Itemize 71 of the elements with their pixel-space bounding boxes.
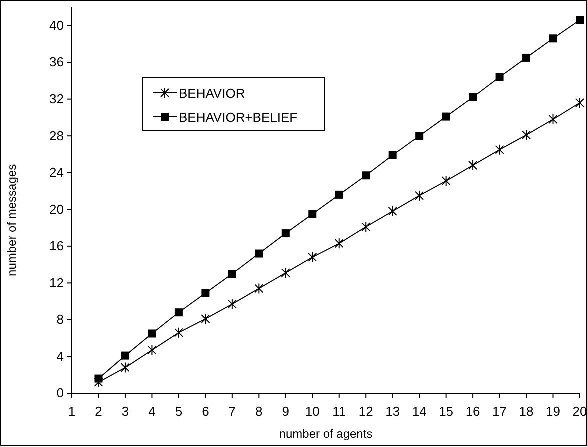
point: [174, 327, 184, 338]
point: [549, 34, 558, 43]
x-tick-label: 10: [305, 404, 320, 419]
y-tick-label: 24: [50, 165, 64, 180]
y-tick-label: 4: [56, 348, 64, 364]
x-tick-label: 11: [332, 404, 346, 419]
point: [94, 376, 104, 388]
x-tick-label: 8: [256, 404, 263, 419]
point: [468, 160, 478, 172]
point: [335, 190, 344, 199]
x-tick-label: 4: [148, 404, 156, 419]
x-tick-label: 3: [122, 404, 130, 419]
point: [548, 114, 558, 126]
point: [201, 314, 210, 325]
point: [362, 172, 370, 180]
point: [415, 190, 424, 202]
x-tick-label: 16: [466, 404, 480, 419]
x-tick-label: 13: [386, 404, 400, 419]
point: [254, 283, 264, 294]
y-tick-label: 40: [50, 18, 64, 33]
point: [442, 176, 451, 187]
point: [255, 250, 264, 258]
y-tick-label: 32: [50, 91, 64, 106]
x-tick-label: 18: [519, 404, 534, 419]
point: [148, 330, 156, 338]
point: [469, 93, 478, 102]
y-tick-label: 0: [56, 386, 64, 401]
point: [202, 289, 210, 298]
point: [522, 54, 531, 62]
y-tick-label: 36: [50, 54, 64, 70]
x-tick-label: 17: [492, 404, 508, 419]
x-tick-label: 1: [68, 404, 76, 419]
x-tick-label: 9: [282, 404, 290, 419]
y-tick-label: 12: [50, 275, 64, 290]
x-tick-label: 12: [358, 404, 374, 419]
point: [388, 206, 398, 217]
y-tick-label: 16: [50, 238, 64, 254]
x-tick-label: 5: [175, 404, 183, 419]
point: [496, 73, 504, 82]
legend-label: BEHAVIOR: [179, 86, 246, 101]
point: [120, 362, 130, 374]
point: [308, 252, 318, 263]
point: [228, 270, 236, 278]
x-tick-label: 19: [546, 404, 560, 419]
point: [282, 230, 290, 238]
y-tick-label: 20: [50, 202, 64, 217]
x-tick-label: 7: [228, 404, 236, 419]
point: [442, 112, 450, 121]
point: [576, 16, 584, 24]
x-tick-label: 6: [202, 404, 210, 419]
x-axis-title: number of agents: [279, 427, 373, 441]
point: [228, 298, 237, 310]
point: [121, 352, 130, 360]
point: [495, 144, 504, 156]
point: [388, 151, 397, 160]
point: [334, 238, 344, 250]
y-tick-label: 28: [50, 128, 64, 144]
point: [522, 130, 532, 141]
legend-label: BEHAVIOR+BELIEF: [179, 110, 298, 125]
point: [576, 98, 584, 109]
y-axis-title: number of messages: [5, 164, 19, 276]
point: [281, 268, 290, 279]
point: [308, 210, 317, 218]
point: [362, 222, 371, 233]
point: [416, 132, 424, 140]
x-tick-label: 2: [95, 404, 102, 419]
point: [174, 308, 183, 317]
point: [148, 344, 157, 356]
x-tick-label: 14: [412, 404, 427, 419]
y-tick-label: 8: [56, 312, 64, 328]
x-tick-label: 15: [439, 404, 454, 419]
